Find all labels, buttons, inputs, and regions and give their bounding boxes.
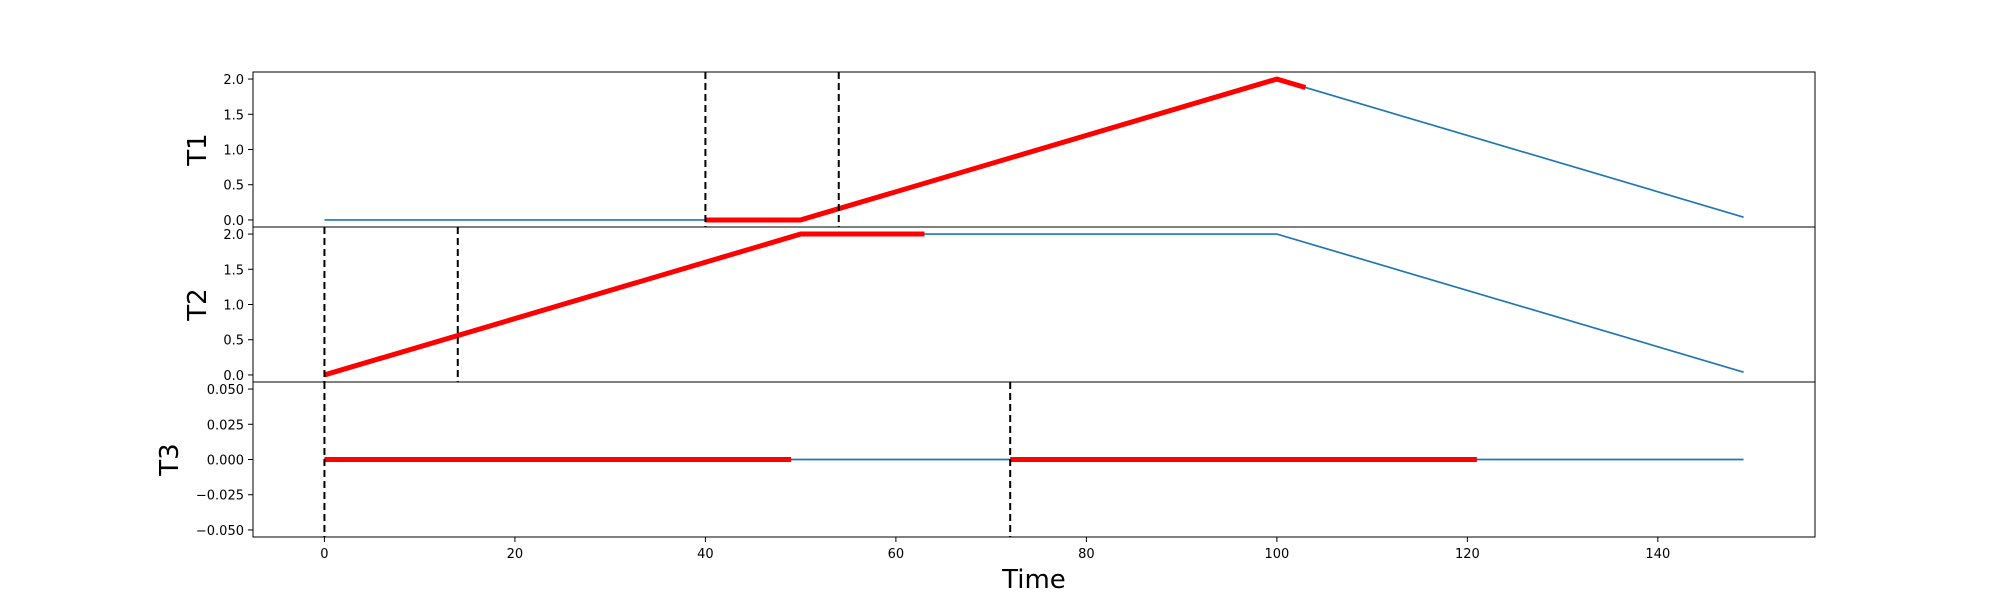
highlight-segment bbox=[323, 231, 925, 378]
y-tick-label: −0.050 bbox=[196, 524, 244, 539]
series-line bbox=[324, 233, 1744, 376]
panel-t1: 0.0 0.5 1.0 1.5 2.0 T1 bbox=[183, 71, 1816, 229]
x-tick-label: 100 bbox=[1264, 547, 1289, 562]
panel-frame bbox=[252, 226, 1816, 383]
y-tick-label: 0.000 bbox=[207, 454, 244, 469]
y-tick-label: 0.0 bbox=[223, 214, 244, 229]
panel-t3: −0.050 −0.025 0.000 0.025 0.050 T3 bbox=[155, 381, 1816, 539]
x-tick-label: 0 bbox=[320, 547, 328, 562]
highlight-segment bbox=[705, 76, 1307, 223]
x-tick-label: 20 bbox=[507, 547, 524, 562]
y-tick-label: 2.0 bbox=[223, 228, 244, 243]
y-tick-label: 2.0 bbox=[223, 73, 244, 88]
x-axis: 0 20 40 60 80 100 120 140 Time bbox=[320, 537, 1670, 595]
y-tick-label: 0.5 bbox=[223, 334, 244, 349]
y-tick-label: 0.0 bbox=[223, 369, 244, 384]
x-tick-label: 40 bbox=[697, 547, 714, 562]
y-tick-label: 1.0 bbox=[223, 144, 244, 159]
y-axis-label: T2 bbox=[183, 288, 213, 321]
y-tick-label: 1.5 bbox=[223, 108, 244, 123]
y-tick-label: 1.5 bbox=[223, 263, 244, 278]
y-axis-label: T3 bbox=[155, 443, 185, 476]
plot-area bbox=[324, 72, 1744, 227]
y-tick-label: 0.5 bbox=[223, 179, 244, 194]
plot-area bbox=[323, 382, 1744, 537]
x-tick-label: 140 bbox=[1645, 547, 1670, 562]
y-tick-label: 1.0 bbox=[223, 299, 244, 314]
panel-t2: 0.0 0.5 1.0 1.5 2.0 T2 bbox=[183, 226, 1816, 384]
y-tick-label: 0.025 bbox=[207, 418, 244, 433]
x-axis-label: Time bbox=[1001, 565, 1066, 595]
x-tick-label: 120 bbox=[1455, 547, 1480, 562]
x-tick-label: 60 bbox=[888, 547, 905, 562]
y-axis-label: T1 bbox=[183, 133, 213, 166]
y-tick-label: 0.050 bbox=[207, 383, 244, 398]
y-tick-label: −0.025 bbox=[196, 489, 244, 504]
plot-area bbox=[323, 227, 1744, 382]
x-tick-label: 80 bbox=[1078, 547, 1095, 562]
